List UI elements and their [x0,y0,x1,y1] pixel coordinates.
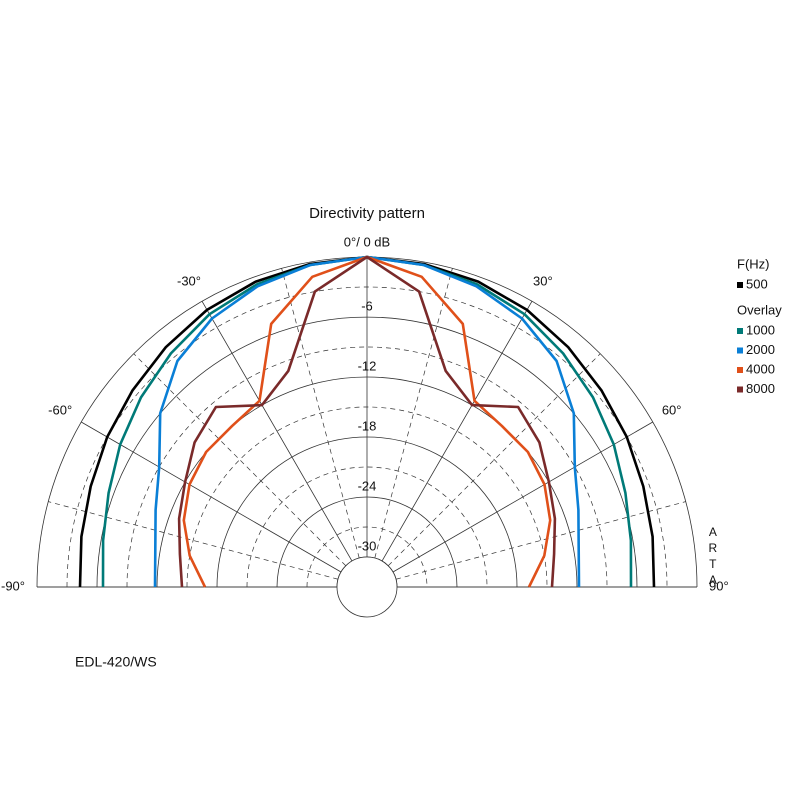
legend-swatch [737,386,743,393]
theta-tick-label: 30° [533,274,553,289]
theta-tick-label: -90° [1,578,25,593]
legend-title: F(Hz) [737,256,770,271]
r-tick-label: -30 [358,538,377,553]
theta-tick-label: 0°/ 0 dB [344,234,390,249]
legend-label: 8000 [746,381,775,396]
legend-swatch [737,328,743,334]
theta-tick-label: 60° [662,402,682,417]
legend-swatch [737,367,743,373]
spoke [381,301,533,562]
minor-spoke [281,268,360,559]
legend-label: 500 [746,276,768,291]
spoke [201,301,353,562]
legend-swatch [737,347,743,354]
legend-label: 4000 [746,361,775,376]
legend-swatch [737,282,743,288]
minor-spoke [374,268,453,559]
theta-tick-label: -60° [48,402,72,417]
r-tick-label: -12 [358,358,377,373]
spoke [392,421,653,573]
legend-label: 1000 [746,322,775,337]
minor-ring [126,346,608,588]
inner-hole [336,556,398,618]
watermark: ARTA [706,525,720,589]
chart-title: Directivity pattern [309,205,425,222]
legend-label: 2000 [746,342,775,357]
footnote: EDL-420/WS [75,654,157,670]
series-line [177,255,557,588]
minor-spoke [133,353,347,567]
theta-tick-label: 90° [709,578,729,593]
minor-spoke [387,353,601,567]
legend-heading: Overlay [737,302,782,317]
r-tick-label: -6 [361,298,373,313]
minor-ring [246,466,488,588]
theta-tick-label: -30° [177,274,201,289]
minor-spoke [395,501,686,580]
minor-spoke [48,501,339,580]
r-tick-label: -24 [358,478,377,493]
spoke [81,421,342,573]
r-tick-label: -18 [358,418,377,433]
